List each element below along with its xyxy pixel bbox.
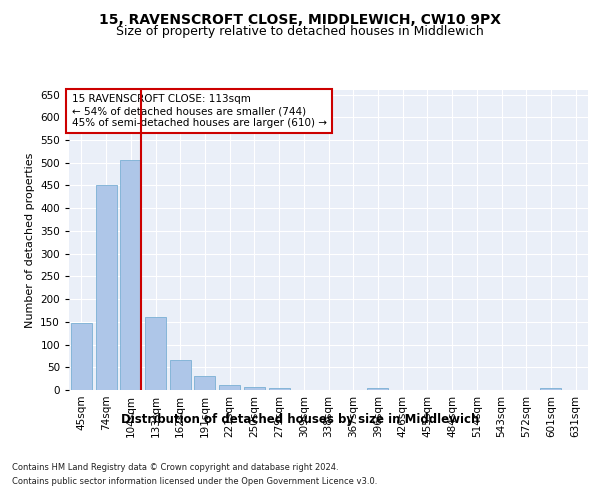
Text: Size of property relative to detached houses in Middlewich: Size of property relative to detached ho… — [116, 25, 484, 38]
Bar — [367, 388, 388, 390]
Y-axis label: Number of detached properties: Number of detached properties — [25, 152, 35, 328]
Text: Contains public sector information licensed under the Open Government Licence v3: Contains public sector information licen… — [12, 478, 377, 486]
Bar — [71, 322, 92, 390]
Bar — [244, 387, 265, 390]
Text: Contains HM Land Registry data © Crown copyright and database right 2024.: Contains HM Land Registry data © Crown c… — [12, 462, 338, 471]
Bar — [145, 318, 166, 390]
Bar — [219, 384, 240, 390]
Bar — [269, 388, 290, 390]
Text: Distribution of detached houses by size in Middlewich: Distribution of detached houses by size … — [121, 412, 479, 426]
Text: 15 RAVENSCROFT CLOSE: 113sqm
← 54% of detached houses are smaller (744)
45% of s: 15 RAVENSCROFT CLOSE: 113sqm ← 54% of de… — [71, 94, 326, 128]
Text: 15, RAVENSCROFT CLOSE, MIDDLEWICH, CW10 9PX: 15, RAVENSCROFT CLOSE, MIDDLEWICH, CW10 … — [99, 12, 501, 26]
Bar — [541, 388, 562, 390]
Bar — [170, 360, 191, 390]
Bar — [95, 186, 116, 390]
Bar — [120, 160, 141, 390]
Bar — [194, 376, 215, 390]
